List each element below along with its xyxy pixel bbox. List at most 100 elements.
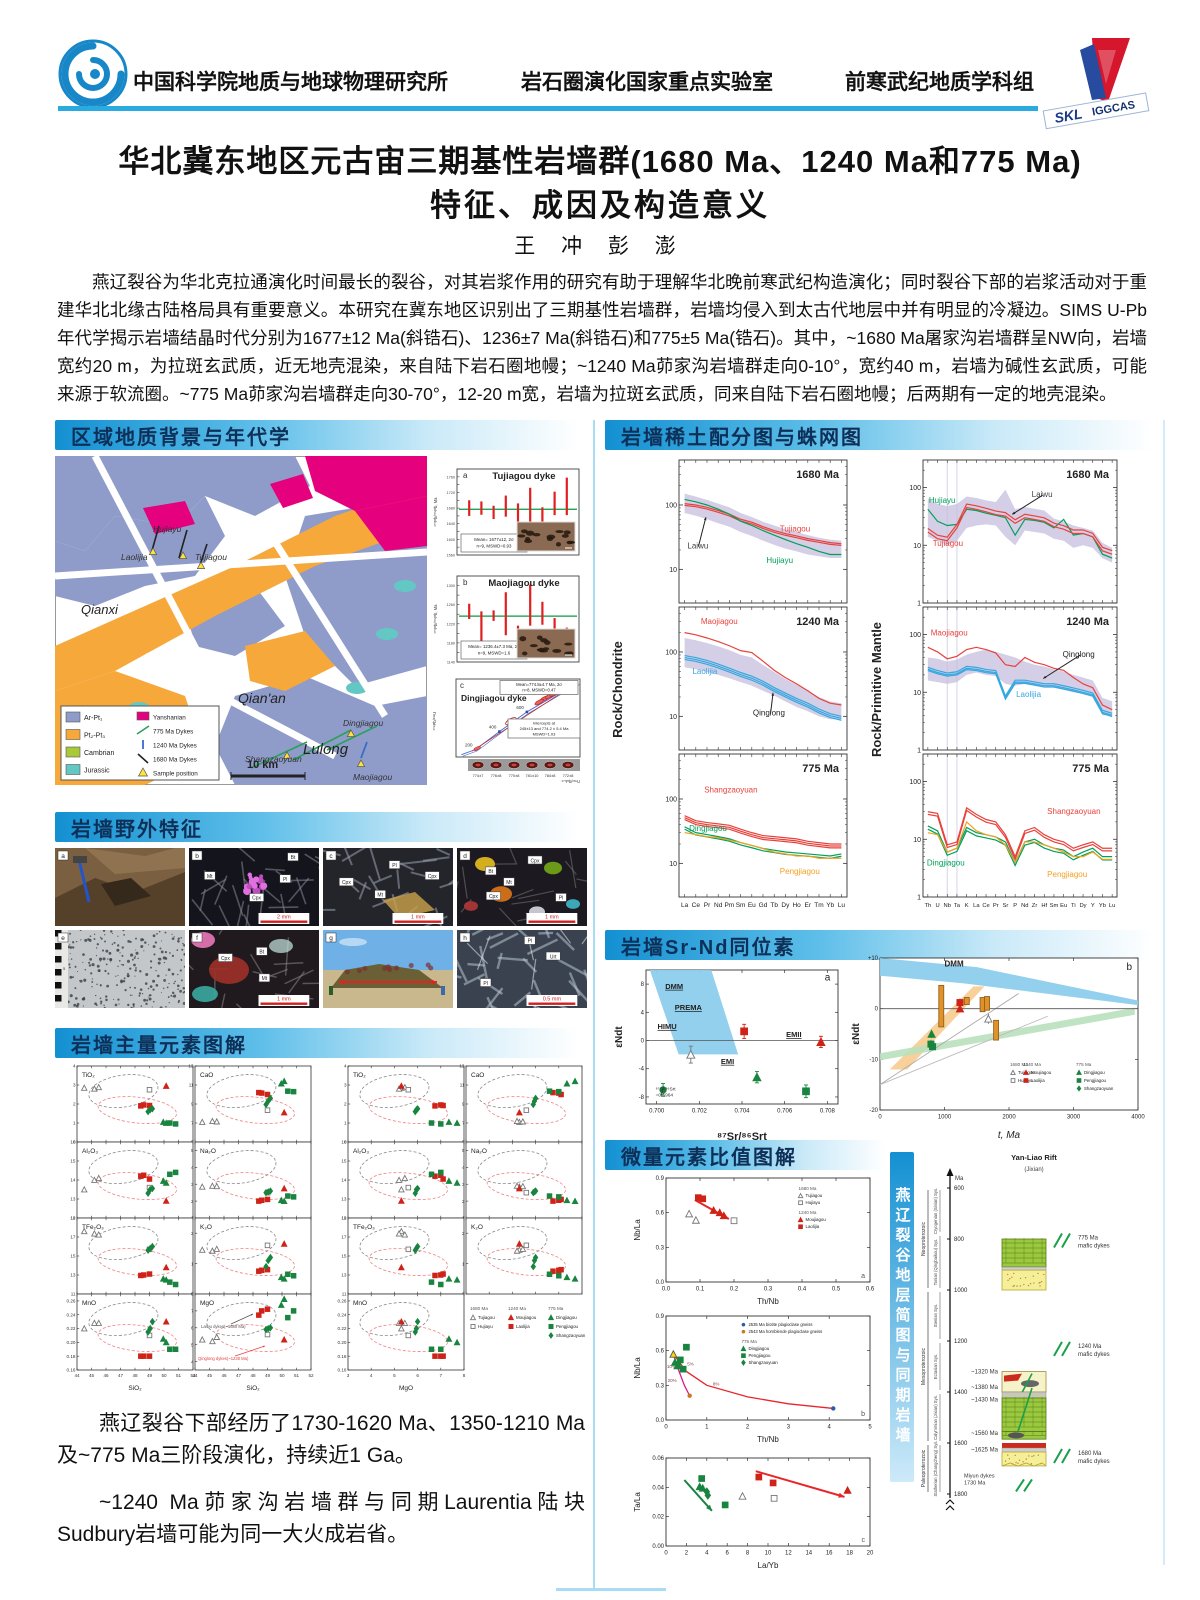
svg-text:100: 100 [665,796,677,803]
section-title: 微量元素比值图解 [621,1141,797,1170]
svg-text:0.0: 0.0 [656,1418,665,1424]
svg-text:Tm: Tm [814,902,823,909]
srnd-plot-a: 0.700 0.702 0.704 0.706 0.708 -8 -4 0 4 8 DMM PREMA… [612,964,847,1146]
strat-column: Yan-Liao Rift (Jixian) Ma 600 800 1000 1200 140… [916,1146,1162,1566]
svg-text:Cambrian: Cambrian [84,750,114,757]
svg-text:0.3: 0.3 [656,1383,665,1389]
svg-text:Sr: Sr [1003,903,1009,909]
svg-text:Ta/La: Ta/La [633,1492,642,1512]
svg-text:Pl: Pl [559,896,563,902]
svg-text:781±10: 781±10 [526,773,540,778]
svg-text:⁸⁷Sr/⁸⁶Srt: ⁸⁷Sr/⁸⁶Srt [656,1087,677,1093]
svg-text:4: 4 [73,1064,76,1069]
svg-text:19: 19 [70,1216,76,1221]
svg-text:9: 9 [462,1102,465,1107]
svg-text:Ta: Ta [954,903,961,909]
svg-text:EMII: EMII [786,1030,801,1039]
lab-name: 岩石圈演化国家重点实验室 [521,66,773,96]
svg-text:Tujiagou: Tujiagou [195,552,227,562]
svg-text:47: 47 [118,1373,124,1378]
svg-text:εNdt: εNdt [851,1023,862,1045]
svg-text:-8: -8 [639,1095,645,1101]
poster-title-line2: 特征、成因及构造意义 [0,180,1200,225]
svg-text:3: 3 [73,1083,76,1088]
svg-text:10: 10 [913,837,921,844]
svg-text:775 Ma: 775 Ma [1076,1062,1092,1067]
svg-text:7: 7 [462,1121,465,1126]
svg-text:1000: 1000 [938,1115,952,1121]
svg-text:775 Ma: 775 Ma [1078,1236,1099,1242]
svg-text:CaO: CaO [471,1072,484,1079]
svg-text:MSWD=1.03: MSWD=1.03 [533,732,557,737]
svg-text:~1320 Ma: ~1320 Ma [971,1370,999,1376]
svg-text:Jurassic: Jurassic [84,768,110,775]
svg-text:0.26: 0.26 [338,1299,347,1304]
svg-text:K: K [965,903,969,909]
svg-text:f: f [196,935,198,942]
svg-text:1680 Ma: 1680 Ma [799,1186,817,1191]
field-photo-c: Pl Cpx Mt Cpx c 1 mm [323,848,453,926]
skl-logo: SKL IGGCAS [1040,36,1155,131]
svg-text:Mt: Mt [262,976,268,982]
svg-text:1680 Ma: 1680 Ma [796,469,840,481]
svg-text:9: 9 [191,1102,194,1107]
svg-text:49: 49 [265,1373,271,1378]
svg-text:b: b [861,1411,865,1418]
svg-text:-10: -10 [869,1057,878,1063]
svg-text:8: 8 [746,1551,750,1557]
svg-text:1680 Ma: 1680 Ma [1078,1451,1102,1457]
svg-text:Moujiagou: Moujiagou [516,1315,537,1320]
svg-text:52: 52 [308,1373,314,1378]
svg-text:b: b [463,578,468,587]
svg-text:Dingjiagou: Dingjiagou [927,859,965,868]
svg-text:Dingjiagou: Dingjiagou [689,824,727,833]
svg-text:1260: 1260 [447,603,455,607]
authors: 王 冲 彭 澎 [0,230,1200,260]
header-rule [58,106,1038,111]
svg-text:16: 16 [70,1140,76,1145]
section-trace-ratios: 微量元素比值图解 [605,1140,897,1170]
svg-text:Cpx: Cpx [221,956,230,962]
svg-text:Pl: Pl [392,863,396,869]
svg-text:a: a [861,1273,865,1280]
svg-text:0.20: 0.20 [67,1340,76,1345]
svg-text:Cryogenian (Sinian) Sys.: Cryogenian (Sinian) Sys. [933,1188,938,1234]
svg-text:P: P [1013,903,1017,909]
svg-text:²⁰⁷Pb/²³⁵U: ²⁰⁷Pb/²³⁵U [562,779,580,784]
svg-text:15: 15 [341,1254,347,1259]
svg-text:15: 15 [70,1159,76,1164]
svg-text:Lulong: Lulong [303,741,349,758]
svg-text:4: 4 [191,1359,194,1364]
svg-text:0: 0 [641,1039,645,1045]
svg-text:Y: Y [1091,903,1095,909]
svg-text:Statherian (Changcheng) Sys.: Statherian (Changcheng) Sys. [933,1440,938,1496]
svg-text:Miyun dykes: Miyun dykes [964,1473,995,1479]
svg-text:47: 47 [236,1373,242,1378]
svg-text:mafic dykes: mafic dykes [1078,1244,1110,1250]
ree-spider-grid: Rock/Chondrite Rock/Primitive Mantle 10 1… [605,456,1163,930]
svg-text:1 mm: 1 mm [545,915,559,921]
svg-text:5: 5 [191,1342,194,1347]
svg-text:0.02: 0.02 [652,1515,664,1521]
svg-text:~1380 Ma: ~1380 Ma [971,1385,999,1391]
svg-text:²⁰⁷Pb/²⁰⁶Pb, Ma: ²⁰⁷Pb/²⁰⁶Pb, Ma [433,604,438,634]
svg-text:0: 0 [664,1425,668,1431]
svg-text:Mt: Mt [207,874,213,880]
svg-text:1: 1 [344,1121,347,1126]
svg-text:Mean= 1236.4±7.3 Ma, 2σ: Mean= 1236.4±7.3 Ma, 2σ [468,644,520,649]
section-title: 岩墙野外特征 [71,813,203,842]
svg-text:d: d [463,853,467,860]
svg-text:Moujiagou: Moujiagou [806,1217,827,1222]
svg-text:14: 14 [341,1178,347,1183]
svg-text:0.16: 0.16 [67,1368,76,1373]
svg-text:1140: 1140 [447,661,455,665]
svg-text:7: 7 [440,1373,443,1378]
concordia-plot-dingjiagou: 200400600800cDingjiagou dykeMean=774.8±4… [430,671,585,785]
svg-text:5: 5 [191,1148,194,1153]
svg-text:19: 19 [341,1216,347,1221]
ree-ylabel: Rock/Chondrite [610,641,625,738]
svg-text:11: 11 [342,1292,347,1297]
svg-text:Urt: Urt [550,954,557,960]
svg-text:100: 100 [665,502,677,509]
svg-text:1: 1 [191,1261,194,1266]
